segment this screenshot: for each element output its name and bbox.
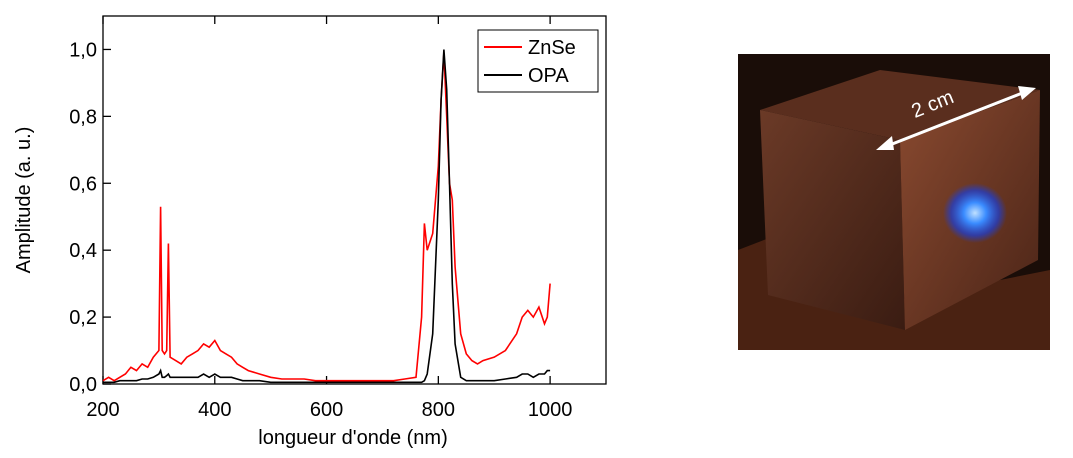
- series-line: [102, 52, 551, 382]
- x-tick-label: 200: [86, 399, 119, 421]
- x-tick-label: 800: [422, 399, 455, 421]
- y-tick-label: 0,0: [69, 374, 97, 396]
- plot-frame: [102, 15, 607, 385]
- legend-label: ZnSe: [528, 37, 576, 59]
- series-line: [103, 49, 551, 384]
- legend-box: [477, 29, 599, 93]
- x-tick-label: 400: [198, 399, 231, 421]
- x-tick-label: 1000: [528, 399, 573, 421]
- y-tick-label: 0,2: [69, 307, 97, 329]
- y-axis-label: Amplitude (a. u.): [13, 127, 35, 274]
- legend-label: OPA: [528, 65, 569, 87]
- y-tick-label: 0,8: [69, 106, 97, 128]
- y-tick-label: 0,6: [69, 173, 97, 195]
- photo: 2 cm: [738, 54, 1050, 350]
- x-axis-label: longueur d'onde (nm): [258, 427, 448, 449]
- y-tick-label: 0,4: [69, 240, 97, 262]
- x-tick-label: 600: [310, 399, 343, 421]
- y-tick-label: 1,0: [69, 39, 97, 61]
